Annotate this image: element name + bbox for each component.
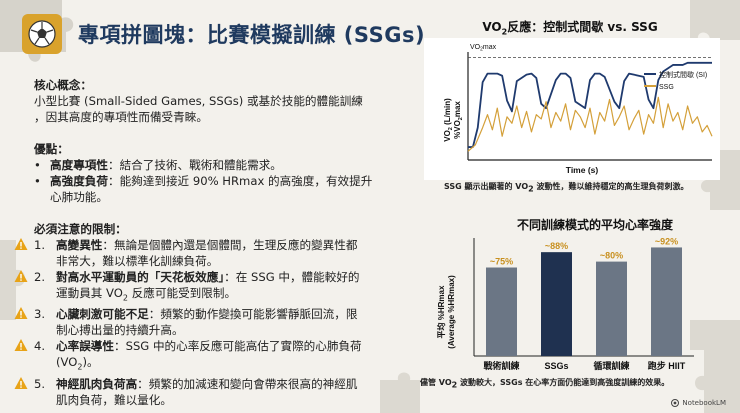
bar-value-label: ~80% xyxy=(600,251,623,261)
advantage-item: • 高度專項性：結合了技術、戰術和體能需求。 xyxy=(34,157,404,173)
limits-heading: 必須注意的限制： xyxy=(34,222,127,236)
bar xyxy=(651,247,682,356)
bar xyxy=(596,261,627,356)
legend-label: 控制式間歇 (SI) xyxy=(659,70,707,79)
brand-label: NotebookLM xyxy=(682,399,726,407)
bar-value-label: ~88% xyxy=(545,241,568,251)
limit-number: 3. xyxy=(34,307,46,322)
category-label: 循環訓練 xyxy=(593,360,629,371)
limit-text: ：SSG 中的心率反應可能高估了實際的心肺負荷 xyxy=(113,339,362,354)
vo2max-ref-label: VO2max xyxy=(470,44,497,53)
subscript: 2 xyxy=(451,380,458,390)
puzzle-decoration-top-right xyxy=(690,0,740,40)
bullet-dot: • xyxy=(34,174,41,188)
vo2-chart-title-post: 反應：控制式間歇 vs. SSG xyxy=(507,20,658,34)
caption-text: 波動性，難以維持穩定的高生理負荷刺激。 xyxy=(533,182,689,191)
core-text-line1: 小型比賽 (Small-Sided Games, SSGs) 或基於技能的體能訓… xyxy=(34,94,363,108)
warning-icon xyxy=(14,339,28,352)
limit-bold: 對高水平運動員的「天花板效應」 xyxy=(56,270,225,284)
core-text-line2: ，因其高度的專項性而備受青睞。 xyxy=(34,110,208,124)
limit-item: 1. 高變異性：無論是個體內還是個體間，生理反應的變異性都非常大，難以標準化訓練… xyxy=(14,237,404,269)
vo2-x-axis-label: Time (s) xyxy=(566,165,599,175)
content-column: 核心概念： 小型比賽 (Small-Sided Games, SSGs) 或基於… xyxy=(14,77,404,408)
bullet-dot: • xyxy=(34,158,41,172)
title-row: 專項拼圖塊：比賽模擬訓練 (SSGs) xyxy=(22,14,425,54)
puzzle-decoration-bottom-right xyxy=(690,320,740,413)
limit-bold: 高變異性 xyxy=(56,238,103,252)
limit-item: 3. 心臟刺激可能不足：頻繁的動作變換可能影響靜脈回流，限 制心搏出量的持續升高。 xyxy=(14,306,404,338)
limit-text-cont: 運動員其 VO xyxy=(56,286,123,300)
bar xyxy=(541,252,572,356)
bar-value-label: ~75% xyxy=(490,257,513,267)
subscript: 2 xyxy=(501,27,508,37)
bar xyxy=(486,267,517,356)
category-label: 戰術訓練 xyxy=(483,360,519,371)
caption-text: 儘管 VO xyxy=(420,378,452,387)
limit-text-cont: (VO xyxy=(56,355,78,370)
hr-y-axis-label-line1: 平均 %HRmax xyxy=(436,285,446,338)
hr-chart-title: 不同訓練模式的平均心率強度 xyxy=(516,218,673,232)
puzzle-decoration-right-mid xyxy=(698,150,740,210)
limit-text-cont: 非常大，難以標準化訓練負荷。 xyxy=(56,254,219,268)
limit-text: ：頻繁的動作變換可能影響靜脈回流，限 xyxy=(148,307,358,322)
series-line-ssg xyxy=(467,96,713,152)
limit-number: 1. xyxy=(34,238,46,252)
subscript: 2 xyxy=(528,184,534,194)
advantage-bold: 高強度負荷 xyxy=(50,174,108,188)
warning-icon xyxy=(14,376,28,389)
core-heading: 核心概念： xyxy=(34,78,92,92)
vo2-chart-title-pre: VO xyxy=(482,20,502,34)
advantage-text: ：結合了技術、戰術和體能需求。 xyxy=(107,158,282,172)
vo2-chart-caption: SSG 顯示出顯著的 VO2 波動性，難以維持穩定的高生理負荷刺激。 xyxy=(444,181,689,194)
limit-text-cont: 肌肉負荷，難以量化。 xyxy=(56,392,172,407)
limit-item: 5. 神經肌肉負荷高：頻繁的加減速和變向會帶來很高的神經肌 肌肉負荷，難以量化。 xyxy=(14,376,404,408)
bar-value-label: ~92% xyxy=(655,236,678,246)
limit-bold: 心率誤導性 xyxy=(56,339,114,354)
limit-text-cont: 制心搏出量的持續升高。 xyxy=(56,323,184,338)
limit-text: ：頻繁的加減速和變向會帶來很高的神經肌 xyxy=(137,376,358,391)
hr-bar-chart: ~75% 戰術訓練 ~88% SSGs ~80% 循環訓練 ~92% 跑步 HIIT 平均 %… xyxy=(436,236,694,371)
vo2-chart-title: VO2反應：控制式間歇 vs. SSG xyxy=(420,18,720,36)
chart-background xyxy=(424,38,720,180)
warning-icon xyxy=(14,307,28,320)
category-label: SSGs xyxy=(544,361,568,371)
vo2-y-axis-label-line1: VO2 (L/min) xyxy=(443,98,454,142)
limit-text-cont: 反應可能受到限制。 xyxy=(128,286,237,300)
puzzle-decoration-left-mid xyxy=(0,240,25,320)
advantage-item: • 高強度負荷：能夠達到接近 90% HRmax 的高強度，有效提升 心肺功能。 xyxy=(34,173,404,205)
limit-bold: 神經肌肉負荷高 xyxy=(56,376,138,391)
advantages-heading: 優點： xyxy=(34,142,69,156)
legend-label: SSG xyxy=(659,84,674,91)
advantage-text: ：能夠達到接近 90% HRmax 的高強度，有效提升 xyxy=(107,174,373,188)
limit-number: 2. xyxy=(34,270,46,284)
vo2-line-chart: 控制式間歇 (SI) SSG Time (s) VO2 (L/min) %VO2m… xyxy=(424,38,720,180)
limit-item: 2. 對高水平運動員的「天花板效應」：在 SSG 中，體能較好的運動員其 VO2… xyxy=(14,269,404,306)
puzzle-decoration-bottom-left xyxy=(380,372,420,413)
subscript: 2 xyxy=(122,293,129,303)
advantage-text-cont: 心肺功能。 xyxy=(50,190,108,204)
warning-icon xyxy=(14,270,28,282)
series-line-si xyxy=(468,61,712,148)
limit-text: ：在 SSG 中，體能較好的 xyxy=(224,270,360,284)
hr-y-axis-label-line2: (Average %HRmax) xyxy=(447,275,456,349)
vo2-y-axis-label-line2: %VO2max xyxy=(453,101,464,139)
soccer-ball-icon xyxy=(22,14,62,54)
brand-footer: NotebookLM xyxy=(671,399,726,407)
limit-item: 4. 心率誤導性：SSG 中的心率反應可能高估了實際的心肺負荷 (VO2)。 xyxy=(14,338,404,375)
notebooklm-logo-icon xyxy=(671,399,680,407)
page-title: 專項拼圖塊：比賽模擬訓練 (SSGs) xyxy=(78,23,426,47)
limit-text-cont: )。 xyxy=(82,355,99,370)
limit-number: 4. xyxy=(34,339,46,354)
caption-text: 波動較大，SSGs 在心率方面仍能達到高強度訓練的效果。 xyxy=(457,378,670,387)
limit-text: ：無論是個體內還是個體間，生理反應的變異性都 xyxy=(102,238,358,252)
vo2-chart-container: VO2反應：控制式間歇 vs. SSG xyxy=(420,18,720,36)
limit-bold: 心臟刺激可能不足 xyxy=(56,307,149,322)
caption-text: SSG 顯示出顯著的 VO xyxy=(444,182,529,191)
category-label: 跑步 HIIT xyxy=(648,360,686,371)
advantage-bold: 高度專項性 xyxy=(50,158,108,172)
warning-icon xyxy=(14,238,28,250)
hr-chart-caption: 儘管 VO2 波動較大，SSGs 在心率方面仍能達到高強度訓練的效果。 xyxy=(420,377,669,390)
subscript: 2 xyxy=(77,362,83,372)
limit-number: 5. xyxy=(34,376,46,391)
